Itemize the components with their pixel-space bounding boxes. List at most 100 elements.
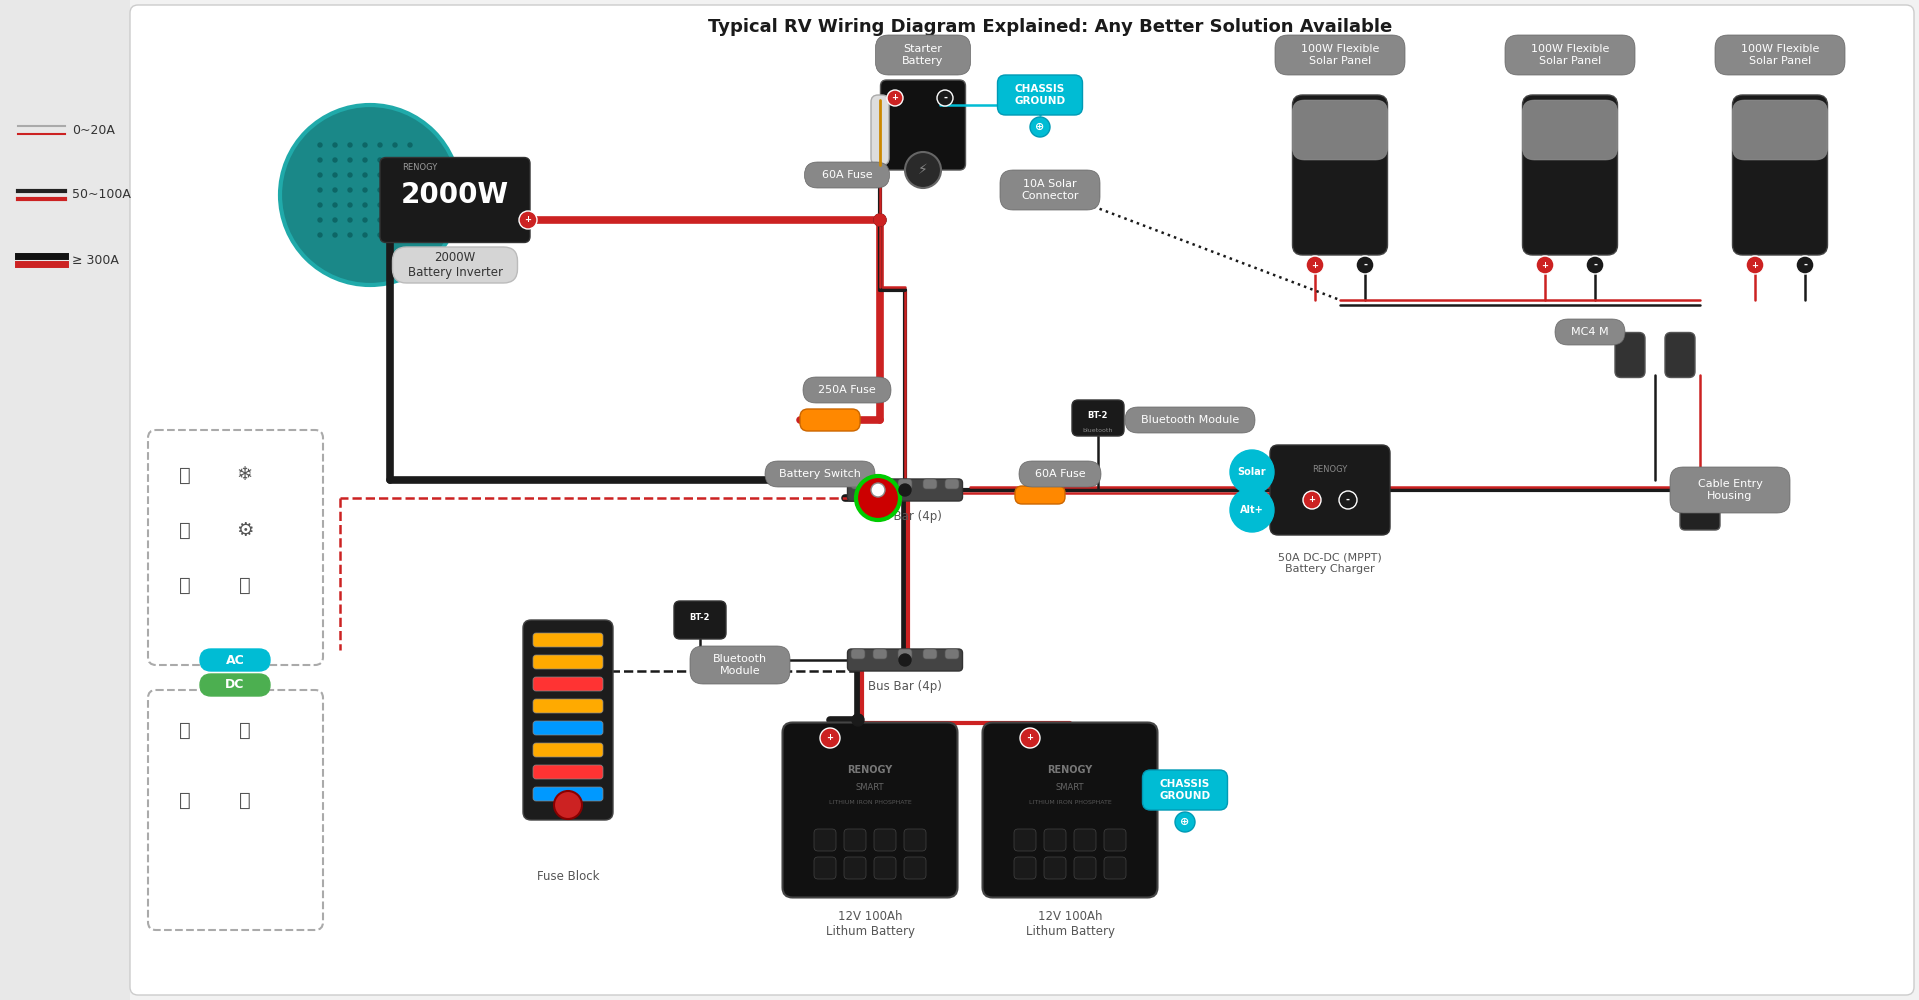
Circle shape <box>852 714 864 726</box>
FancyBboxPatch shape <box>1616 332 1645 377</box>
Circle shape <box>1303 491 1320 509</box>
Circle shape <box>887 90 904 106</box>
Circle shape <box>1230 450 1274 494</box>
FancyBboxPatch shape <box>848 479 963 501</box>
Text: RENOGY: RENOGY <box>1313 466 1347 475</box>
FancyBboxPatch shape <box>691 646 791 684</box>
Text: Bluetooth Module: Bluetooth Module <box>1142 415 1240 425</box>
FancyBboxPatch shape <box>814 829 837 851</box>
FancyBboxPatch shape <box>1142 770 1228 810</box>
Text: 2000W
Battery Inverter: 2000W Battery Inverter <box>407 251 503 279</box>
Text: SMART: SMART <box>1055 784 1084 792</box>
Circle shape <box>378 173 382 177</box>
Circle shape <box>334 188 338 192</box>
Circle shape <box>393 143 397 147</box>
FancyBboxPatch shape <box>393 247 518 283</box>
FancyBboxPatch shape <box>875 35 971 75</box>
FancyBboxPatch shape <box>533 721 603 735</box>
FancyBboxPatch shape <box>1044 857 1065 879</box>
FancyBboxPatch shape <box>1293 100 1387 160</box>
FancyBboxPatch shape <box>148 430 322 665</box>
Text: +: + <box>1752 260 1758 269</box>
FancyBboxPatch shape <box>881 80 965 170</box>
Circle shape <box>319 203 322 207</box>
FancyBboxPatch shape <box>380 157 530 242</box>
FancyBboxPatch shape <box>1293 95 1387 255</box>
Circle shape <box>393 188 397 192</box>
Text: +: + <box>892 94 898 103</box>
FancyBboxPatch shape <box>1554 319 1625 345</box>
FancyBboxPatch shape <box>1015 486 1065 504</box>
FancyBboxPatch shape <box>533 765 603 779</box>
Circle shape <box>1585 256 1604 274</box>
Text: +: + <box>1311 260 1318 269</box>
Circle shape <box>555 791 581 819</box>
Text: ❄: ❄ <box>236 466 253 485</box>
Text: -: - <box>1593 260 1597 270</box>
Text: Cable Entry
Housing: Cable Entry Housing <box>1698 479 1762 501</box>
Text: +: + <box>827 734 833 742</box>
FancyBboxPatch shape <box>848 649 963 671</box>
Text: Typical RV Wiring Diagram Explained: Any Better Solution Available: Typical RV Wiring Diagram Explained: Any… <box>708 18 1391 36</box>
Circle shape <box>347 203 351 207</box>
Circle shape <box>409 173 413 177</box>
Circle shape <box>1357 256 1374 274</box>
Circle shape <box>334 173 338 177</box>
FancyBboxPatch shape <box>844 829 865 851</box>
Text: 100W Flexible
Solar Panel: 100W Flexible Solar Panel <box>1301 44 1380 66</box>
Circle shape <box>873 214 887 226</box>
Text: 🗄: 🗄 <box>240 720 251 740</box>
FancyBboxPatch shape <box>674 601 725 639</box>
FancyBboxPatch shape <box>533 655 603 669</box>
Circle shape <box>393 158 397 162</box>
Circle shape <box>280 105 461 285</box>
FancyBboxPatch shape <box>944 649 960 659</box>
Circle shape <box>1174 812 1196 832</box>
FancyBboxPatch shape <box>200 649 271 671</box>
Circle shape <box>1230 488 1274 532</box>
Circle shape <box>319 218 322 222</box>
FancyBboxPatch shape <box>1103 829 1126 851</box>
Text: RENOGY: RENOGY <box>403 163 438 172</box>
Circle shape <box>334 218 338 222</box>
FancyBboxPatch shape <box>923 479 936 489</box>
FancyBboxPatch shape <box>1522 100 1618 160</box>
FancyBboxPatch shape <box>800 409 860 431</box>
Text: AC: AC <box>226 654 244 666</box>
Circle shape <box>393 173 397 177</box>
Text: Bus Bar (4p): Bus Bar (4p) <box>867 680 942 693</box>
Text: +: + <box>1309 495 1316 504</box>
FancyBboxPatch shape <box>533 699 603 713</box>
FancyBboxPatch shape <box>844 857 865 879</box>
Circle shape <box>898 484 912 496</box>
Circle shape <box>347 188 351 192</box>
Text: 📟: 📟 <box>240 576 251 594</box>
FancyBboxPatch shape <box>533 743 603 757</box>
Text: RENOGY: RENOGY <box>848 765 892 775</box>
Text: +: + <box>1541 260 1549 269</box>
Text: Battery Switch: Battery Switch <box>779 469 862 479</box>
Circle shape <box>363 203 367 207</box>
Circle shape <box>319 188 322 192</box>
Text: ≥ 300A: ≥ 300A <box>73 253 119 266</box>
FancyBboxPatch shape <box>873 479 887 489</box>
FancyBboxPatch shape <box>524 620 612 820</box>
FancyBboxPatch shape <box>873 829 896 851</box>
Text: Solar: Solar <box>1238 467 1267 477</box>
Text: Starter
Battery: Starter Battery <box>902 44 944 66</box>
Text: bluetooth: bluetooth <box>1082 428 1113 432</box>
Text: 12V 100Ah
Lithum Battery: 12V 100Ah Lithum Battery <box>825 910 915 938</box>
Circle shape <box>1796 256 1813 274</box>
Circle shape <box>856 476 900 520</box>
Text: 100W Flexible
Solar Panel: 100W Flexible Solar Panel <box>1531 44 1610 66</box>
FancyBboxPatch shape <box>130 5 1913 995</box>
Text: 250A Fuse: 250A Fuse <box>817 385 875 395</box>
Circle shape <box>347 233 351 237</box>
Circle shape <box>363 233 367 237</box>
Circle shape <box>409 218 413 222</box>
Text: 2000W: 2000W <box>401 181 509 209</box>
FancyBboxPatch shape <box>871 95 888 165</box>
FancyBboxPatch shape <box>1522 95 1618 255</box>
FancyBboxPatch shape <box>983 722 1157 898</box>
Circle shape <box>936 90 954 106</box>
